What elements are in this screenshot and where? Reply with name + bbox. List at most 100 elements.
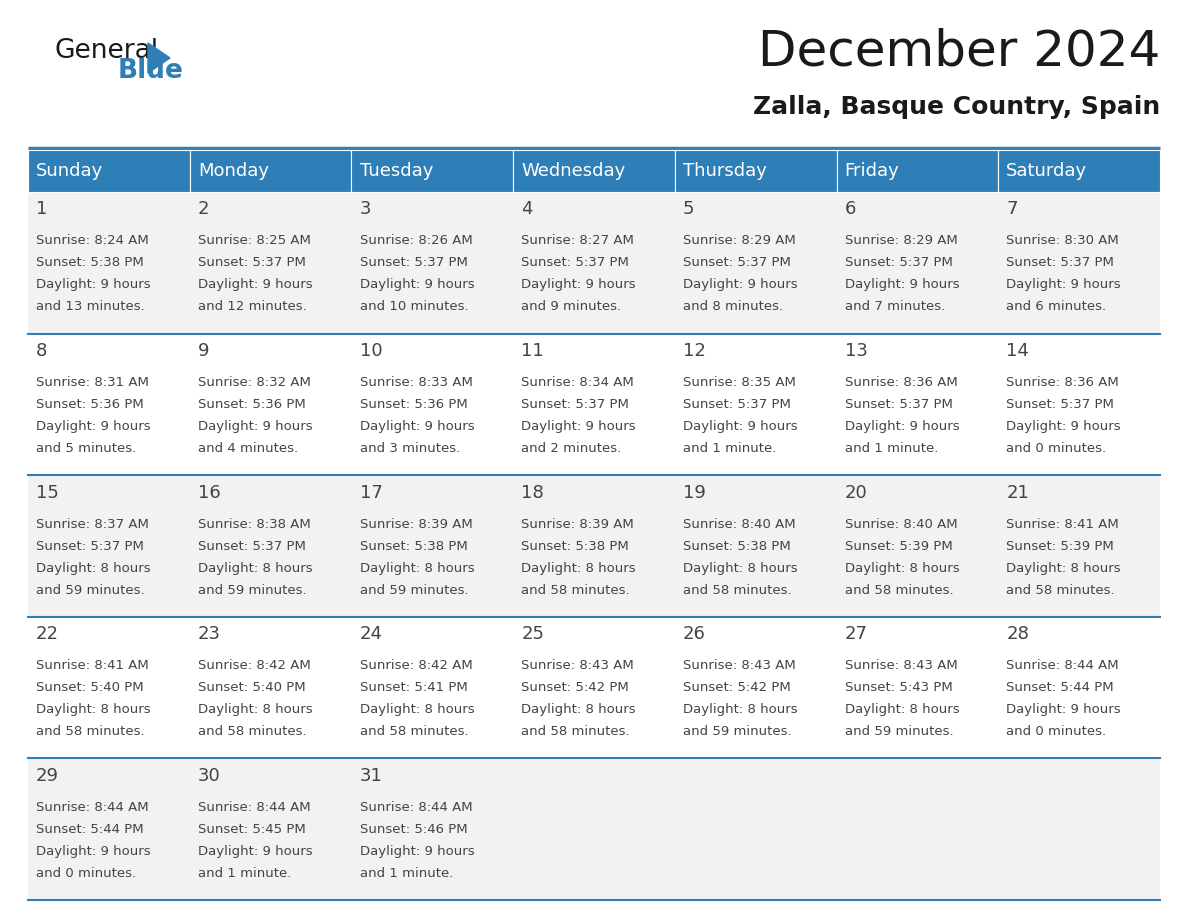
Text: Sunset: 5:40 PM: Sunset: 5:40 PM — [36, 681, 144, 694]
Text: and 8 minutes.: and 8 minutes. — [683, 300, 783, 313]
Text: 26: 26 — [683, 625, 706, 644]
Text: Sunrise: 8:43 AM: Sunrise: 8:43 AM — [845, 659, 958, 672]
Text: Daylight: 9 hours: Daylight: 9 hours — [36, 420, 151, 433]
Text: 27: 27 — [845, 625, 867, 644]
Text: Sunrise: 8:44 AM: Sunrise: 8:44 AM — [197, 800, 310, 814]
Text: Daylight: 8 hours: Daylight: 8 hours — [36, 703, 151, 716]
Text: Sunset: 5:36 PM: Sunset: 5:36 PM — [36, 398, 144, 411]
Text: Sunset: 5:46 PM: Sunset: 5:46 PM — [360, 823, 467, 835]
Text: 29: 29 — [36, 767, 59, 785]
Bar — [190, 150, 352, 192]
Text: Sunset: 5:44 PM: Sunset: 5:44 PM — [36, 823, 144, 835]
Text: Sunrise: 8:30 AM: Sunrise: 8:30 AM — [1006, 234, 1119, 248]
Text: 30: 30 — [197, 767, 221, 785]
Text: Daylight: 9 hours: Daylight: 9 hours — [360, 845, 474, 857]
Text: Sunrise: 8:41 AM: Sunrise: 8:41 AM — [1006, 518, 1119, 531]
Text: Daylight: 9 hours: Daylight: 9 hours — [1006, 420, 1121, 433]
Text: Sunset: 5:42 PM: Sunset: 5:42 PM — [522, 681, 628, 694]
Text: Sunset: 5:37 PM: Sunset: 5:37 PM — [1006, 398, 1114, 411]
Text: Daylight: 8 hours: Daylight: 8 hours — [845, 703, 959, 716]
Text: and 1 minute.: and 1 minute. — [683, 442, 776, 455]
Text: 15: 15 — [36, 484, 59, 502]
Text: and 58 minutes.: and 58 minutes. — [522, 584, 630, 597]
Text: Sunset: 5:37 PM: Sunset: 5:37 PM — [197, 256, 305, 269]
Text: Daylight: 9 hours: Daylight: 9 hours — [683, 420, 797, 433]
Text: General: General — [55, 38, 159, 64]
Text: and 59 minutes.: and 59 minutes. — [36, 584, 145, 597]
Text: Sunrise: 8:37 AM: Sunrise: 8:37 AM — [36, 518, 148, 531]
Text: Daylight: 8 hours: Daylight: 8 hours — [360, 703, 474, 716]
Text: Sunday: Sunday — [36, 162, 103, 180]
Text: and 0 minutes.: and 0 minutes. — [1006, 725, 1106, 738]
Bar — [29, 150, 190, 192]
Text: Tuesday: Tuesday — [360, 162, 432, 180]
Text: 13: 13 — [845, 342, 867, 360]
Text: 25: 25 — [522, 625, 544, 644]
Text: Daylight: 8 hours: Daylight: 8 hours — [197, 562, 312, 575]
Text: Daylight: 9 hours: Daylight: 9 hours — [197, 845, 312, 857]
Text: and 59 minutes.: and 59 minutes. — [683, 725, 791, 738]
Text: and 7 minutes.: and 7 minutes. — [845, 300, 944, 313]
Text: Sunset: 5:38 PM: Sunset: 5:38 PM — [683, 540, 791, 553]
Text: Sunset: 5:36 PM: Sunset: 5:36 PM — [197, 398, 305, 411]
Text: Sunrise: 8:29 AM: Sunrise: 8:29 AM — [845, 234, 958, 248]
Text: Sunrise: 8:29 AM: Sunrise: 8:29 AM — [683, 234, 796, 248]
Text: 23: 23 — [197, 625, 221, 644]
Text: 31: 31 — [360, 767, 383, 785]
Text: Daylight: 8 hours: Daylight: 8 hours — [36, 562, 151, 575]
Text: 17: 17 — [360, 484, 383, 502]
Bar — [29, 758, 1159, 900]
Text: Sunset: 5:43 PM: Sunset: 5:43 PM — [845, 681, 953, 694]
Text: and 58 minutes.: and 58 minutes. — [522, 725, 630, 738]
Text: Sunrise: 8:44 AM: Sunrise: 8:44 AM — [36, 800, 148, 814]
Text: and 59 minutes.: and 59 minutes. — [845, 725, 953, 738]
Text: and 2 minutes.: and 2 minutes. — [522, 442, 621, 455]
Text: Blue: Blue — [118, 58, 184, 84]
Text: Sunrise: 8:39 AM: Sunrise: 8:39 AM — [360, 518, 473, 531]
Text: 21: 21 — [1006, 484, 1029, 502]
Text: Daylight: 9 hours: Daylight: 9 hours — [1006, 703, 1121, 716]
Text: Daylight: 9 hours: Daylight: 9 hours — [36, 278, 151, 291]
Bar — [352, 150, 513, 192]
Text: and 13 minutes.: and 13 minutes. — [36, 300, 145, 313]
Text: Sunrise: 8:42 AM: Sunrise: 8:42 AM — [360, 659, 473, 672]
Text: and 59 minutes.: and 59 minutes. — [197, 584, 307, 597]
Text: Sunset: 5:37 PM: Sunset: 5:37 PM — [197, 540, 305, 553]
Text: and 58 minutes.: and 58 minutes. — [845, 584, 953, 597]
Text: 24: 24 — [360, 625, 383, 644]
Text: 7: 7 — [1006, 200, 1018, 218]
Text: Friday: Friday — [845, 162, 899, 180]
Text: 5: 5 — [683, 200, 695, 218]
Text: Sunset: 5:37 PM: Sunset: 5:37 PM — [522, 398, 630, 411]
Text: and 58 minutes.: and 58 minutes. — [36, 725, 145, 738]
Text: Sunset: 5:37 PM: Sunset: 5:37 PM — [683, 398, 791, 411]
Text: Daylight: 9 hours: Daylight: 9 hours — [36, 845, 151, 857]
Text: and 58 minutes.: and 58 minutes. — [683, 584, 791, 597]
Bar — [29, 192, 1159, 333]
Text: Sunrise: 8:26 AM: Sunrise: 8:26 AM — [360, 234, 473, 248]
Text: Daylight: 8 hours: Daylight: 8 hours — [845, 562, 959, 575]
Text: and 6 minutes.: and 6 minutes. — [1006, 300, 1106, 313]
Text: Sunrise: 8:39 AM: Sunrise: 8:39 AM — [522, 518, 634, 531]
Text: Daylight: 9 hours: Daylight: 9 hours — [360, 278, 474, 291]
Text: Sunrise: 8:43 AM: Sunrise: 8:43 AM — [522, 659, 634, 672]
Text: Sunrise: 8:36 AM: Sunrise: 8:36 AM — [1006, 376, 1119, 389]
Text: Sunset: 5:41 PM: Sunset: 5:41 PM — [360, 681, 467, 694]
Text: Daylight: 8 hours: Daylight: 8 hours — [1006, 562, 1121, 575]
Text: and 58 minutes.: and 58 minutes. — [360, 725, 468, 738]
Text: Sunset: 5:39 PM: Sunset: 5:39 PM — [1006, 540, 1114, 553]
Text: Sunrise: 8:41 AM: Sunrise: 8:41 AM — [36, 659, 148, 672]
Bar — [29, 617, 1159, 758]
Text: Sunset: 5:36 PM: Sunset: 5:36 PM — [360, 398, 467, 411]
Text: 1: 1 — [36, 200, 48, 218]
Bar — [29, 333, 1159, 476]
Bar — [998, 150, 1159, 192]
Text: and 59 minutes.: and 59 minutes. — [360, 584, 468, 597]
Text: Sunrise: 8:32 AM: Sunrise: 8:32 AM — [197, 376, 311, 389]
Text: Sunrise: 8:25 AM: Sunrise: 8:25 AM — [197, 234, 311, 248]
Text: Daylight: 9 hours: Daylight: 9 hours — [845, 420, 959, 433]
Text: and 4 minutes.: and 4 minutes. — [197, 442, 298, 455]
Text: Daylight: 9 hours: Daylight: 9 hours — [197, 420, 312, 433]
Text: Daylight: 9 hours: Daylight: 9 hours — [683, 278, 797, 291]
Text: and 10 minutes.: and 10 minutes. — [360, 300, 468, 313]
